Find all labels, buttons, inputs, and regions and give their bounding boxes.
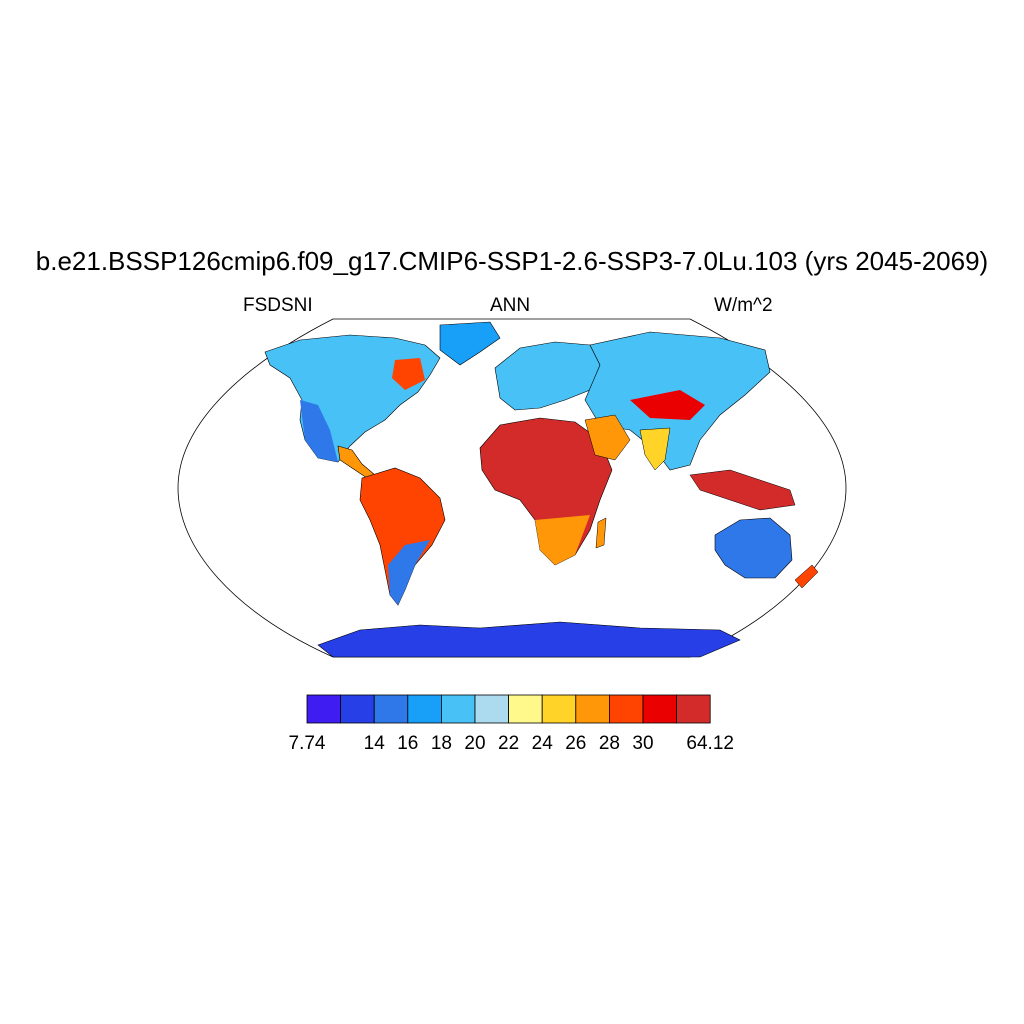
region-na-hudson [392, 358, 425, 390]
colorbar-label: 24 [532, 733, 554, 754]
region-sa-south [388, 540, 430, 605]
region-australia [714, 517, 793, 579]
region-maritime-continent [689, 469, 796, 511]
colorbar-label: 64.12 [686, 733, 734, 754]
region-india [639, 427, 671, 471]
colorbar-label: 16 [397, 733, 418, 754]
units-label: W/m^2 [714, 295, 773, 316]
colorbar-box [373, 694, 409, 724]
colorbar-label: 30 [632, 733, 653, 754]
colorbar-label: 20 [464, 733, 485, 754]
colorbar-box [340, 694, 375, 724]
colorbar-box [306, 694, 341, 724]
colorbar-box [474, 694, 509, 724]
colorbar-box [575, 694, 610, 724]
variable-label: FSDSNI [243, 295, 313, 316]
colorbar-box [508, 694, 543, 724]
season-label: ANN [490, 295, 531, 316]
region-new-zealand [794, 564, 819, 589]
region-madagascar [595, 517, 607, 549]
colorbar-label: 26 [565, 733, 586, 754]
region-greenland [439, 321, 501, 366]
colorbar-box [541, 694, 577, 724]
colorbar-box [440, 694, 476, 724]
colorbar-label: 14 [364, 733, 386, 754]
region-antarctica [317, 621, 741, 658]
colorbar-label: 28 [599, 733, 620, 754]
colorbar-box [407, 694, 442, 724]
colorbar-box [609, 694, 644, 724]
colorbar-box [676, 694, 711, 724]
colorbar-label: 18 [431, 733, 452, 754]
colorbar-label: 7.74 [289, 733, 326, 754]
region-arabia [584, 414, 631, 461]
region-tibet [630, 390, 705, 420]
plot-title: b.e21.BSSP126cmip6.f09_g17.CMIP6-SSP1-2.… [35, 246, 989, 276]
colorbar-box [642, 694, 677, 724]
colorbar-label: 22 [498, 733, 519, 754]
region-africa-south [535, 515, 590, 565]
region-na-west-coast [300, 400, 338, 462]
